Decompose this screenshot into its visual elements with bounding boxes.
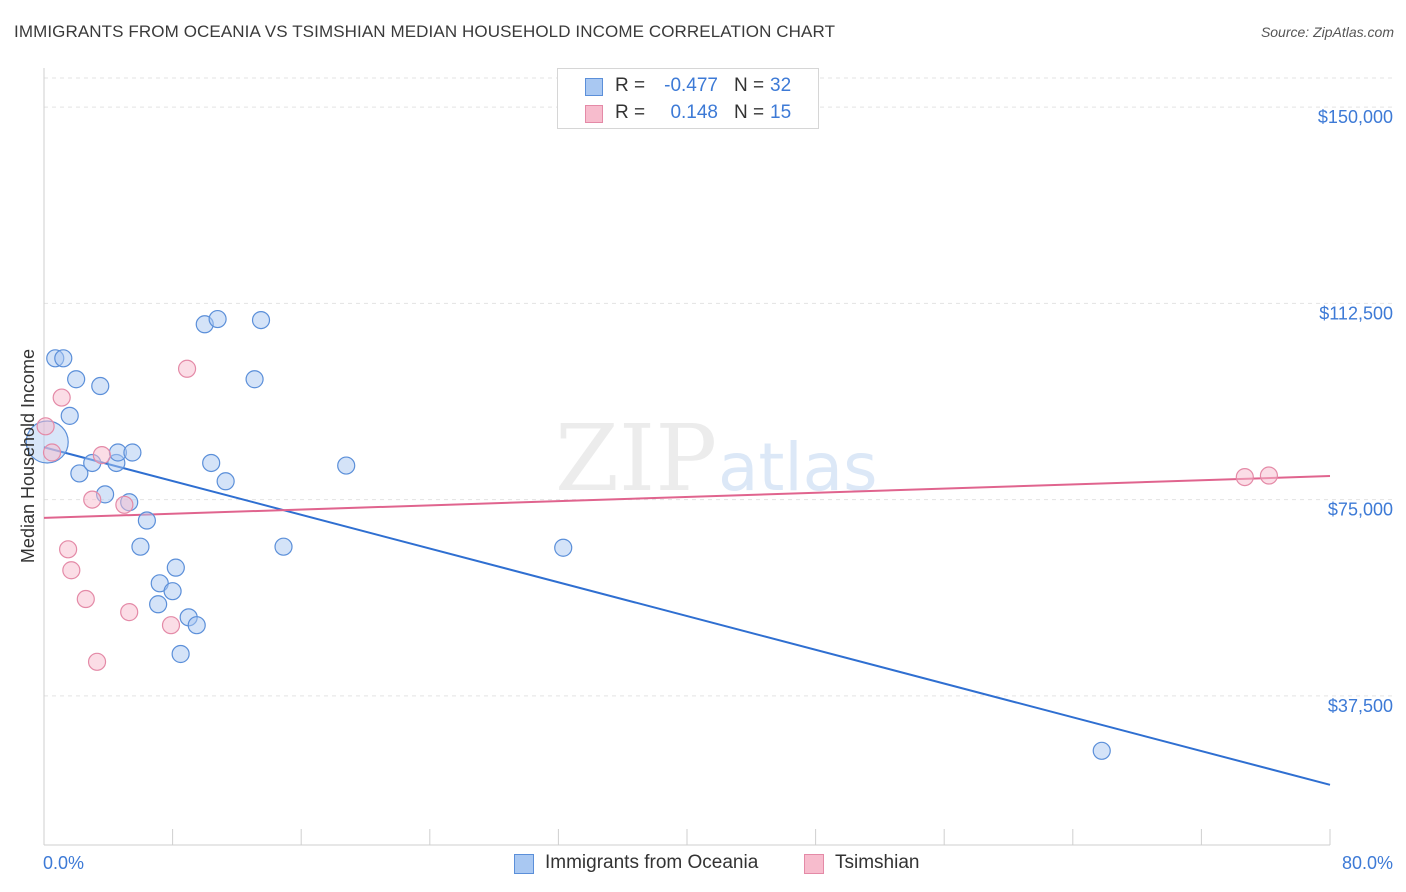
bottom-legend-swatch-pink (804, 854, 824, 874)
legend-swatch-blue (585, 78, 603, 96)
point-oceania (60, 406, 79, 425)
point-tsimshian (42, 443, 62, 462)
point-tsimshian (1259, 466, 1279, 485)
data-points (25, 309, 1279, 760)
legend-r-label: R = (615, 102, 646, 123)
legend-n-label: N = (734, 75, 765, 96)
point-tsimshian (115, 495, 134, 514)
point-tsimshian (92, 446, 111, 465)
point-tsimshian (59, 540, 78, 559)
legend-n-value: 15 (770, 102, 792, 123)
y-axis-label: Median Household Income (18, 349, 38, 563)
point-tsimshian (52, 388, 71, 407)
point-oceania (1092, 741, 1111, 760)
point-oceania (70, 464, 89, 483)
trend-line-tsimshian (43, 475, 1331, 519)
point-oceania (554, 538, 573, 557)
legend-swatch-pink (585, 105, 603, 123)
chart-source: Source: ZipAtlas.com (1260, 24, 1394, 40)
bottom-legend-swatch-blue (514, 854, 534, 874)
point-tsimshian (87, 652, 107, 671)
legend-r-label: R = (615, 75, 646, 96)
point-tsimshian (177, 359, 197, 378)
point-oceania (187, 616, 206, 635)
trend-lines (43, 446, 1331, 786)
legend-r-value: -0.477 (664, 75, 718, 96)
bottom-legend-label: Immigrants from Oceania (545, 852, 759, 873)
point-oceania (245, 370, 264, 389)
point-oceania (171, 644, 190, 664)
point-oceania (131, 537, 150, 556)
point-tsimshian (161, 616, 181, 635)
legend-n-label: N = (734, 102, 765, 123)
point-oceania (149, 595, 168, 614)
point-oceania (337, 456, 356, 475)
point-oceania (54, 349, 73, 368)
trend-line-oceania (43, 446, 1331, 786)
bottom-legend-label: Tsimshian (835, 852, 920, 873)
point-oceania (163, 582, 182, 601)
watermark-zip: ZIP (555, 405, 717, 512)
correlation-legend: R = -0.477 N = 32 R = 0.148 N = 15 (557, 68, 819, 129)
point-oceania (208, 309, 227, 329)
point-tsimshian (83, 490, 102, 509)
point-oceania (91, 376, 110, 396)
legend-n-value: 32 (770, 75, 792, 96)
point-tsimshian (1235, 467, 1254, 487)
point-oceania (67, 370, 86, 389)
x-tick-label-max: 80.0% (1342, 853, 1393, 873)
grid (44, 77, 1395, 697)
y-tick-label: $75,000 (1328, 500, 1393, 520)
y-tick-label: $112,500 (1319, 303, 1393, 323)
point-oceania (251, 310, 271, 330)
legend-r-value: 0.148 (670, 102, 718, 123)
point-tsimshian (62, 561, 81, 580)
y-tick-label: $150,000 (1318, 107, 1393, 127)
point-oceania (216, 472, 235, 491)
point-tsimshian (76, 589, 95, 609)
point-oceania (274, 537, 293, 556)
y-tick-label: $37,500 (1328, 696, 1393, 716)
point-tsimshian (36, 417, 55, 436)
chart-title: IMMIGRANTS FROM OCEANIA VS TSIMSHIAN MED… (14, 22, 836, 41)
point-oceania (123, 443, 142, 462)
point-oceania (166, 558, 185, 577)
watermark: ZIP atlas (555, 405, 878, 512)
point-tsimshian (120, 603, 139, 622)
x-tick-label-min: 0.0% (43, 853, 84, 873)
point-oceania (137, 511, 156, 530)
point-oceania (202, 453, 221, 473)
tick-labels: $37,500 $75,000 $112,500 $150,000 0.0% 80.0% (43, 107, 1393, 873)
